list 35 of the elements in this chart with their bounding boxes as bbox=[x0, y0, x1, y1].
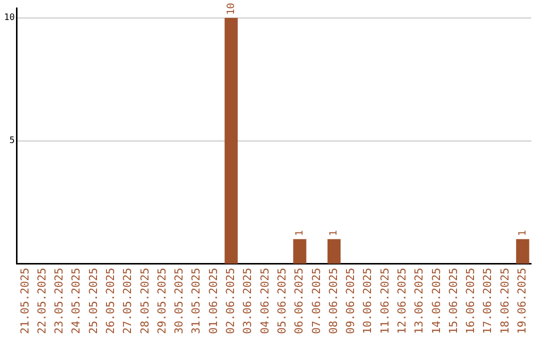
x-tick-label: 01.06.2025 bbox=[206, 268, 220, 334]
x-tick-label: 29.05.2025 bbox=[155, 268, 168, 334]
x-tick-label: 19.06.2025 bbox=[516, 268, 529, 334]
x-tick-label: 23.05.2025 bbox=[52, 268, 66, 334]
x-tick-label: 11.06.2025 bbox=[378, 268, 392, 334]
x-tick-label: 02.06.2025 bbox=[224, 268, 238, 334]
x-tick-label: 04.06.2025 bbox=[258, 268, 272, 334]
x-tick-label: 18.06.2025 bbox=[498, 268, 512, 334]
data-label: 1 bbox=[517, 230, 528, 236]
x-tick-label: 12.06.2025 bbox=[396, 268, 408, 334]
x-tick-label: 14.06.2025 bbox=[430, 268, 443, 334]
data-label: 10 bbox=[226, 2, 237, 15]
x-tick-label: 10.06.2025 bbox=[361, 268, 374, 334]
x-tick-label: 21.05.2025 bbox=[18, 268, 32, 334]
x-tick-label: 31.05.2025 bbox=[190, 268, 203, 334]
x-tick-label: 16.06.2025 bbox=[464, 268, 478, 334]
data-label: 1 bbox=[328, 230, 340, 236]
x-tick-label: 28.05.2025 bbox=[138, 268, 152, 334]
x-tick-label: 17.06.2025 bbox=[481, 268, 494, 334]
x-tick-label: 05.06.2025 bbox=[275, 268, 288, 334]
y-tick-label: 5 bbox=[9, 136, 15, 146]
x-tick-label: 07.06.2025 bbox=[310, 268, 323, 334]
x-tick-label: 25.05.2025 bbox=[86, 268, 100, 334]
x-tick-label: 08.06.2025 bbox=[326, 268, 340, 334]
x-tick-label: 22.05.2025 bbox=[35, 268, 48, 334]
x-tick-label: 27.05.2025 bbox=[121, 268, 134, 334]
data-label: 1 bbox=[294, 230, 306, 236]
x-tick-label: 06.06.2025 bbox=[292, 268, 306, 334]
x-tick-label: 09.06.2025 bbox=[344, 268, 358, 334]
x-tick-label: 13.06.2025 bbox=[412, 268, 426, 334]
x-tick-label: 30.05.2025 bbox=[172, 268, 186, 334]
x-tick-label: 15.06.2025 bbox=[446, 268, 460, 334]
x-tick-label: 24.05.2025 bbox=[70, 268, 83, 334]
x-tick-label: 26.05.2025 bbox=[104, 268, 118, 334]
x-tick-label: 03.06.2025 bbox=[241, 268, 254, 334]
